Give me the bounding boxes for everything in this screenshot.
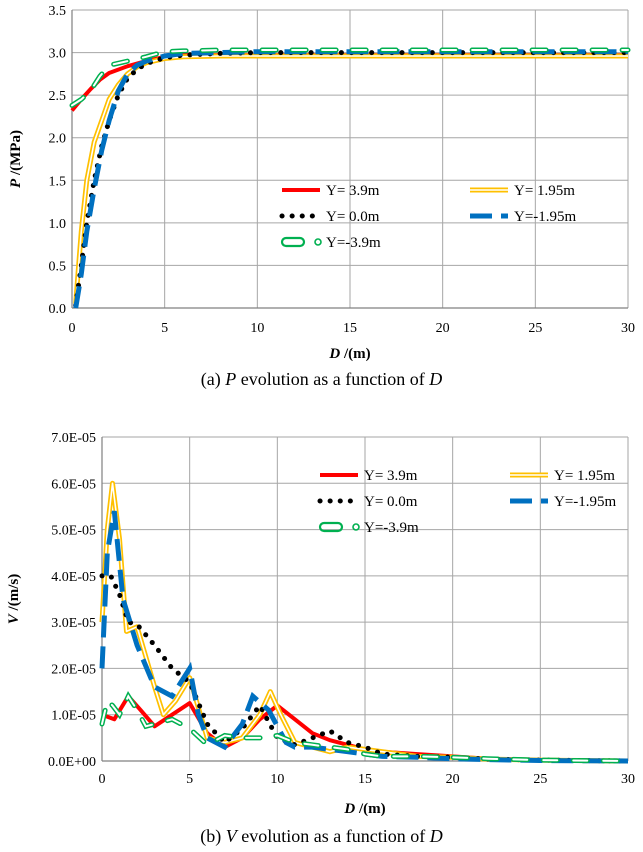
x-axis-unit: /(m) [340,346,370,362]
y-axis-unit: /(m/s) [6,574,22,614]
series-5 [99,691,631,764]
caption-a-mid: evolution as a function of [236,369,430,389]
legend-label: Y= 1.95m [554,468,615,484]
y-tick-label: 1.5 [49,174,67,189]
caption-b-mid: evolution as a function of [236,826,430,846]
x-axis-title: D /(m) [343,801,385,817]
y-tick-label: 2.5 [49,89,67,104]
legend-swatch-dot [314,238,322,246]
y-axis-title: P /(MPa) [8,130,24,188]
y-axis-title: V /(m/s) [6,574,22,624]
caption-a-var2: D [429,369,443,389]
y-tick-label: 3.5 [49,4,67,19]
legend-label: Y= 0.0m [364,494,418,510]
y-tick-label: 0.5 [49,259,67,274]
caption-b-var2: D [429,826,443,846]
chart-v-vs-d: 0 5 10 15 20 25 30 0.0E+00 1.0E-05 2.0E-05 3.0E-05… [6,431,635,817]
x-tick-label: 25 [528,321,542,336]
series-4 [99,510,629,764]
x-tick-label: 5 [186,772,193,787]
legend-entry: Y= 3.9m [320,468,418,484]
caption-a-prefix: (a) [200,369,226,389]
x-tick-label: 0 [69,321,76,336]
y-tick-label: 3.0 [49,47,67,62]
caption-b-prefix: (b) [200,826,226,846]
caption-b-var: V [225,826,237,846]
chart-p-vs-d: 0 5 10 15 20 25 30 0.0 0.5 1.0 1.5 2.0 2.5 3.0 3.5 D /(… [8,4,635,362]
y-tick-label: 1.0 [49,217,67,232]
legend-swatch-dot [352,523,360,531]
x-tick-label: 15 [358,772,372,787]
caption-p-evolution: (a) P evolution as a function of D [0,369,643,390]
y-tick-label: 4.0E-05 [51,570,96,585]
legend-entry: Y= 1.95m [470,183,575,199]
y-tick-label: 6.0E-05 [51,477,96,492]
caption-a-var: P [225,369,237,389]
legend-entry: Y=-1.95m [470,209,577,225]
y-tick-label: 0.0 [49,302,67,317]
series-line-inner [71,49,629,107]
y-tick-label: 0.0E+00 [48,755,96,770]
x-tick-label: 5 [161,321,168,336]
y-tick-label: 2.0 [49,132,67,147]
x-tick-label: 20 [436,321,450,336]
x-axis-title: D /(m) [328,346,370,362]
caption-v-evolution: (b) V evolution as a function of D [0,826,643,847]
x-tick-label: 25 [533,772,547,787]
x-axis-var: D [343,801,355,817]
x-tick-label: 20 [446,772,460,787]
legend-swatch-ring [280,236,306,248]
x-tick-label: 30 [621,772,635,787]
legend-entry: Y=-3.9m [280,235,381,251]
x-tick-label: 10 [250,321,264,336]
y-axis-unit: /(MPa) [8,130,24,179]
y-tick-label: 1.0E-05 [51,709,96,724]
legend-label: Y=-1.95m [514,209,577,225]
legend-swatch-ring [318,521,344,533]
x-axis-unit: /(m) [355,801,385,817]
y-tick-label: 5.0E-05 [51,524,96,539]
series-line-inner [101,694,629,762]
legend-label: Y= 3.9m [326,183,380,199]
legend-entry: Y= 0.0m [317,494,418,510]
y-tick-label: 2.0E-05 [51,662,96,677]
legend-entry: Y= 0.0m [279,209,380,225]
legend-entry: Y=-3.9m [318,520,419,536]
x-axis-var: D [328,346,340,362]
y-axis-var: V [6,612,22,624]
series-3 [73,50,631,308]
legend-entry: Y= 3.9m [282,183,380,199]
series-line [99,510,629,764]
series-5 [69,47,631,108]
x-tick-label: 0 [99,772,106,787]
legend-entry: Y=-1.95m [510,494,617,510]
series-line [73,50,631,308]
legend-label: Y=-3.9m [326,235,381,251]
y-tick-label: 3.0E-05 [51,616,96,631]
x-tick-label: 30 [621,321,635,336]
y-tick-label: 7.0E-05 [51,431,96,446]
legend-label: Y= 1.95m [514,183,575,199]
legend-label: Y=-1.95m [554,494,617,510]
legend-label: Y= 3.9m [364,468,418,484]
y-axis-var: P [8,178,24,188]
legend-entry: Y= 1.95m [510,468,615,484]
legend-label: Y=-3.9m [364,520,419,536]
legend-label: Y= 0.0m [326,209,380,225]
x-tick-label: 10 [270,772,284,787]
x-tick-label: 15 [343,321,357,336]
